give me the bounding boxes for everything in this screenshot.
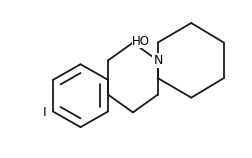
Text: I: I [43, 106, 46, 119]
Text: HO: HO [132, 35, 149, 48]
Text: N: N [153, 54, 162, 67]
